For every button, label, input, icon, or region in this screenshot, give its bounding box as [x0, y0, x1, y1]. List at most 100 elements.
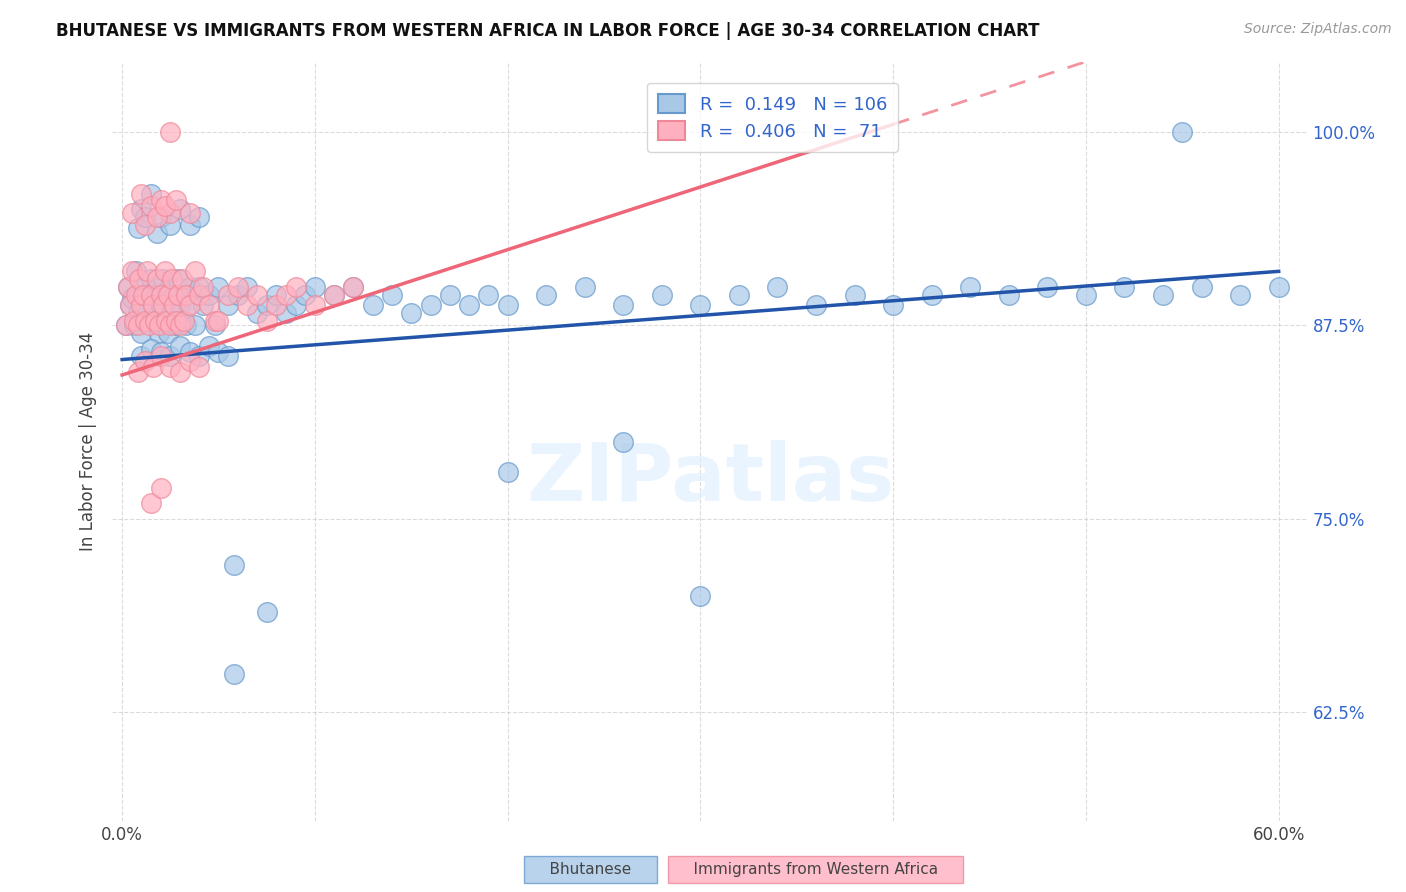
Point — [1229, 287, 1251, 301]
Point — [173, 287, 195, 301]
Point — [143, 314, 166, 328]
Point — [115, 318, 138, 333]
Point — [1267, 280, 1289, 294]
Point — [152, 298, 174, 312]
Point — [612, 298, 634, 312]
Point — [246, 306, 269, 320]
Point — [256, 298, 278, 312]
Point — [222, 666, 245, 681]
Point — [162, 272, 183, 286]
Point — [174, 318, 197, 333]
Point — [149, 481, 172, 495]
Point — [146, 287, 169, 301]
Point — [496, 298, 519, 312]
Point — [246, 287, 269, 301]
Point — [159, 218, 181, 232]
Point — [198, 298, 221, 312]
Point — [176, 298, 198, 312]
Point — [217, 287, 239, 301]
Point — [217, 350, 239, 364]
Point — [236, 280, 259, 294]
Point — [159, 205, 181, 219]
Text: BHUTANESE VS IMMIGRANTS FROM WESTERN AFRICA IN LABOR FORCE | AGE 30-34 CORRELATI: BHUTANESE VS IMMIGRANTS FROM WESTERN AFR… — [56, 22, 1040, 40]
Point — [689, 589, 711, 603]
Point — [1074, 287, 1097, 301]
Point — [169, 202, 191, 217]
Point — [122, 314, 145, 328]
Point — [477, 287, 499, 301]
Point — [266, 298, 288, 312]
Point — [127, 365, 149, 379]
Point — [131, 298, 153, 312]
Point — [419, 298, 441, 312]
Text: Immigrants from Western Africa: Immigrants from Western Africa — [673, 863, 957, 877]
Point — [157, 326, 180, 341]
Point — [149, 193, 172, 207]
Text: Source: ZipAtlas.com: Source: ZipAtlas.com — [1244, 22, 1392, 37]
Point — [139, 342, 162, 356]
Point — [198, 287, 221, 301]
Point — [612, 434, 634, 449]
Point — [361, 298, 384, 312]
Point — [169, 365, 191, 379]
Point — [142, 298, 165, 312]
Point — [179, 298, 201, 312]
Point — [148, 318, 170, 333]
Point — [134, 314, 156, 328]
Point — [217, 298, 239, 312]
Point — [159, 360, 181, 375]
Point — [127, 306, 149, 320]
Point — [132, 287, 155, 301]
Point — [169, 298, 191, 312]
Point — [155, 314, 177, 328]
Point — [155, 287, 177, 301]
Point — [496, 466, 519, 480]
Point — [142, 298, 165, 312]
Point — [146, 272, 169, 286]
Point — [159, 350, 181, 364]
Point — [131, 350, 153, 364]
Point — [179, 280, 201, 294]
Point — [170, 272, 193, 286]
Point — [256, 605, 278, 619]
Point — [131, 326, 153, 341]
Point — [236, 298, 259, 312]
Point — [142, 360, 165, 375]
Point — [139, 496, 162, 510]
Point — [284, 280, 307, 294]
Point — [766, 280, 789, 294]
Point — [222, 558, 245, 573]
Point — [1191, 280, 1213, 294]
Point — [159, 280, 181, 294]
Point — [131, 202, 153, 217]
Point — [274, 306, 297, 320]
Point — [458, 298, 481, 312]
Point — [1152, 287, 1174, 301]
Point — [117, 280, 139, 294]
Point — [844, 287, 866, 301]
Point — [1171, 125, 1194, 139]
Point — [159, 125, 181, 139]
Point — [149, 210, 172, 224]
Point — [534, 287, 557, 301]
Point — [689, 298, 711, 312]
Point — [134, 210, 156, 224]
Point — [146, 226, 169, 240]
Point — [274, 287, 297, 301]
Point — [401, 306, 423, 320]
Point — [323, 287, 346, 301]
Point — [998, 287, 1021, 301]
Point — [136, 264, 159, 278]
Point — [169, 318, 191, 333]
Point — [184, 264, 207, 278]
Point — [128, 272, 150, 286]
Point — [188, 350, 211, 364]
Point — [152, 272, 174, 286]
Legend: R =  0.149   N = 106, R =  0.406   N =  71: R = 0.149 N = 106, R = 0.406 N = 71 — [647, 83, 898, 152]
Point — [163, 287, 186, 301]
Point — [304, 280, 326, 294]
Point — [167, 272, 190, 286]
Point — [165, 193, 187, 207]
Point — [143, 314, 166, 328]
Point — [342, 280, 364, 294]
